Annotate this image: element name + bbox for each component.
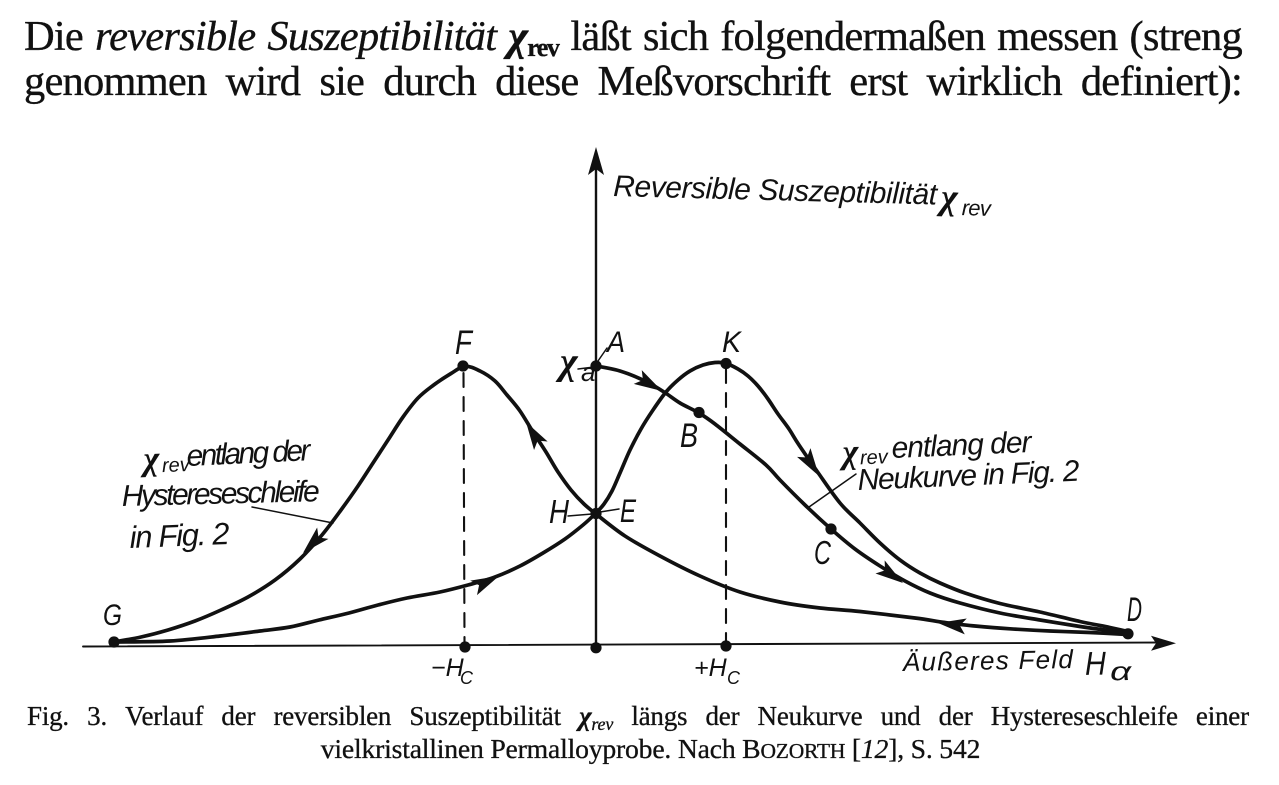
svg-text:rev: rev: [161, 454, 191, 477]
svg-text:χ: χ: [936, 176, 960, 217]
svg-text:C: C: [727, 668, 741, 688]
svg-text:Neukurve in Fig. 2: Neukurve in Fig. 2: [857, 455, 1080, 497]
svg-text:K: K: [722, 326, 743, 359]
svg-text:χ: χ: [555, 341, 579, 383]
svg-text:F: F: [455, 324, 474, 362]
svg-text:C: C: [460, 668, 474, 688]
svg-text:entlang der: entlang der: [891, 426, 1033, 465]
svg-text:C: C: [814, 534, 832, 571]
svg-text:a: a: [581, 357, 595, 387]
svg-text:G: G: [103, 599, 122, 632]
svg-text:rev: rev: [860, 446, 890, 469]
svg-text:in Fig. 2: in Fig. 2: [129, 516, 230, 555]
svg-text:−H: −H: [431, 654, 465, 682]
svg-text:χ: χ: [838, 433, 861, 471]
svg-text:+H: +H: [694, 654, 728, 682]
svg-text:χ: χ: [139, 440, 162, 478]
svg-text:Reversible Suszeptibilität: Reversible Suszeptibilität: [613, 170, 939, 212]
svg-text:A: A: [605, 326, 625, 359]
svg-text:rev: rev: [961, 195, 993, 221]
svg-text:E: E: [620, 493, 636, 529]
svg-text:D: D: [1127, 591, 1142, 629]
svg-text:B: B: [680, 417, 698, 455]
svg-text:Äußeres Feld: Äußeres Feld: [901, 644, 1075, 677]
svg-text:entlang der: entlang der: [186, 434, 312, 473]
svg-text:α: α: [1110, 656, 1133, 686]
svg-text:H: H: [1085, 644, 1107, 681]
svg-text:Hystereseschleife: Hystereseschleife: [121, 475, 320, 513]
svg-text:H: H: [549, 493, 569, 530]
